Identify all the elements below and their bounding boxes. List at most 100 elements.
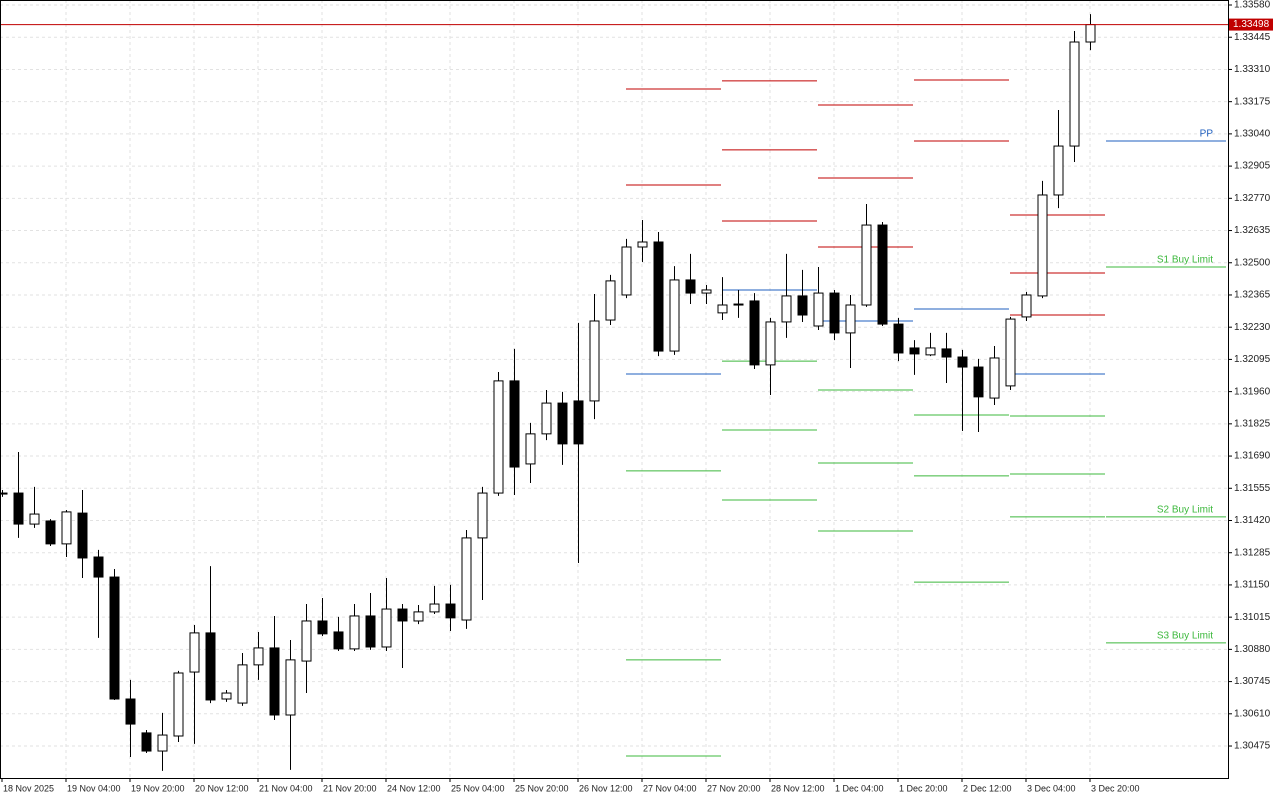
- candle-body: [381, 608, 392, 648]
- y-tick-label: 1.33040: [1234, 129, 1271, 140]
- last-price-box: [1229, 18, 1273, 31]
- candle-body: [589, 320, 600, 402]
- candle-body: [685, 279, 696, 294]
- x-tick-label: 1 Dec 20:00: [899, 783, 948, 793]
- candle-body: [925, 347, 936, 356]
- candle-body: [333, 631, 344, 650]
- candle-body: [269, 647, 280, 716]
- support-line-label: S1 Buy Limit: [1157, 255, 1213, 266]
- y-tick-label: 1.30745: [1234, 676, 1271, 687]
- candle-body: [397, 608, 408, 622]
- y-tick-label: 1.32635: [1234, 225, 1271, 236]
- pivot-line-label: PP: [1200, 129, 1214, 140]
- y-tick-label: 1.33580: [1234, 0, 1271, 11]
- candle-body: [413, 611, 424, 622]
- x-tick-label: 20 Nov 12:00: [195, 783, 249, 793]
- candle-body: [461, 537, 472, 621]
- candle-body: [877, 224, 888, 325]
- support-line-label: S3 Buy Limit: [1157, 631, 1213, 642]
- candle-body: [621, 246, 632, 296]
- x-tick-label: 2 Dec 12:00: [963, 783, 1012, 793]
- candle-body: [733, 303, 744, 306]
- y-tick-label: 1.32500: [1234, 257, 1271, 268]
- x-tick-label: 21 Nov 20:00: [323, 783, 377, 793]
- x-tick-label: 3 Dec 04:00: [1027, 783, 1076, 793]
- y-tick-label: 1.32095: [1234, 354, 1271, 365]
- candle-body: [141, 732, 152, 752]
- y-tick-label: 1.32230: [1234, 322, 1271, 333]
- candle-body: [717, 304, 728, 314]
- y-tick-label: 1.30880: [1234, 644, 1271, 655]
- candle-body: [1053, 145, 1064, 196]
- candle-body: [317, 620, 328, 635]
- candle-body: [493, 380, 504, 494]
- candle-body: [253, 647, 264, 666]
- y-tick-label: 1.31285: [1234, 547, 1271, 558]
- x-tick-label: 24 Nov 12:00: [387, 783, 441, 793]
- candle-body: [1085, 24, 1096, 43]
- x-tick-label: 25 Nov 04:00: [451, 783, 505, 793]
- candle-body: [573, 400, 584, 445]
- x-tick-label: 21 Nov 04:00: [259, 783, 313, 793]
- last-price-label: 1.33498: [1233, 19, 1270, 30]
- y-tick-label: 1.33175: [1234, 96, 1271, 107]
- y-tick-label: 1.31555: [1234, 483, 1271, 494]
- candle-body: [1005, 318, 1016, 387]
- candle-body: [349, 615, 360, 650]
- candle-body: [669, 279, 680, 352]
- candle-body: [701, 289, 712, 294]
- candle-body: [221, 692, 232, 700]
- y-tick-label: 1.31690: [1234, 451, 1271, 462]
- candle-body: [989, 357, 1000, 399]
- y-tick-label: 1.32365: [1234, 290, 1271, 301]
- y-tick-label: 1.31960: [1234, 386, 1271, 397]
- x-tick-label: 28 Nov 12:00: [771, 783, 825, 793]
- candle-body: [605, 280, 616, 321]
- candle-body: [0, 492, 8, 495]
- support-line-label: S2 Buy Limit: [1157, 505, 1213, 516]
- y-tick-label: 1.31420: [1234, 515, 1271, 526]
- x-tick-label: 3 Dec 20:00: [1091, 783, 1140, 793]
- candle-body: [749, 300, 760, 366]
- y-tick-label: 1.31825: [1234, 418, 1271, 429]
- candle-body: [13, 492, 24, 525]
- candle-body: [909, 347, 920, 355]
- y-tick-label: 1.32905: [1234, 161, 1271, 172]
- candle-body: [541, 402, 552, 435]
- x-tick-label: 27 Nov 04:00: [643, 783, 697, 793]
- y-tick-label: 1.30475: [1234, 741, 1271, 752]
- candle-body: [429, 603, 440, 613]
- x-tick-label: 26 Nov 12:00: [579, 783, 633, 793]
- plot-frame: [0, 0, 1229, 779]
- candle-body: [45, 520, 56, 545]
- x-tick-label: 1 Dec 04:00: [835, 783, 884, 793]
- candle-body: [1021, 294, 1032, 318]
- candle-body: [829, 292, 840, 334]
- candle-body: [173, 672, 184, 737]
- candle-body: [781, 295, 792, 323]
- candle-body: [189, 632, 200, 673]
- y-tick-label: 1.33310: [1234, 64, 1271, 75]
- candle-body: [557, 402, 568, 445]
- candle-body: [445, 603, 456, 619]
- candle-body: [77, 512, 88, 559]
- candle-body: [109, 576, 120, 700]
- candle-body: [61, 511, 72, 545]
- candle-body: [205, 632, 216, 701]
- candle-body: [125, 698, 136, 725]
- candle-body: [525, 433, 536, 465]
- x-tick-label: 18 Nov 2025: [3, 783, 54, 793]
- candle-body: [861, 224, 872, 306]
- candle-body: [365, 615, 376, 648]
- y-tick-label: 1.30610: [1234, 708, 1271, 719]
- candle-body: [301, 620, 312, 662]
- candle-body: [893, 323, 904, 354]
- candle-body: [813, 292, 824, 327]
- candle-body: [285, 659, 296, 716]
- candle-body: [957, 356, 968, 368]
- candle-body: [653, 241, 664, 352]
- candle-body: [157, 734, 168, 752]
- candle-body: [765, 321, 776, 366]
- candle-body: [1037, 194, 1048, 297]
